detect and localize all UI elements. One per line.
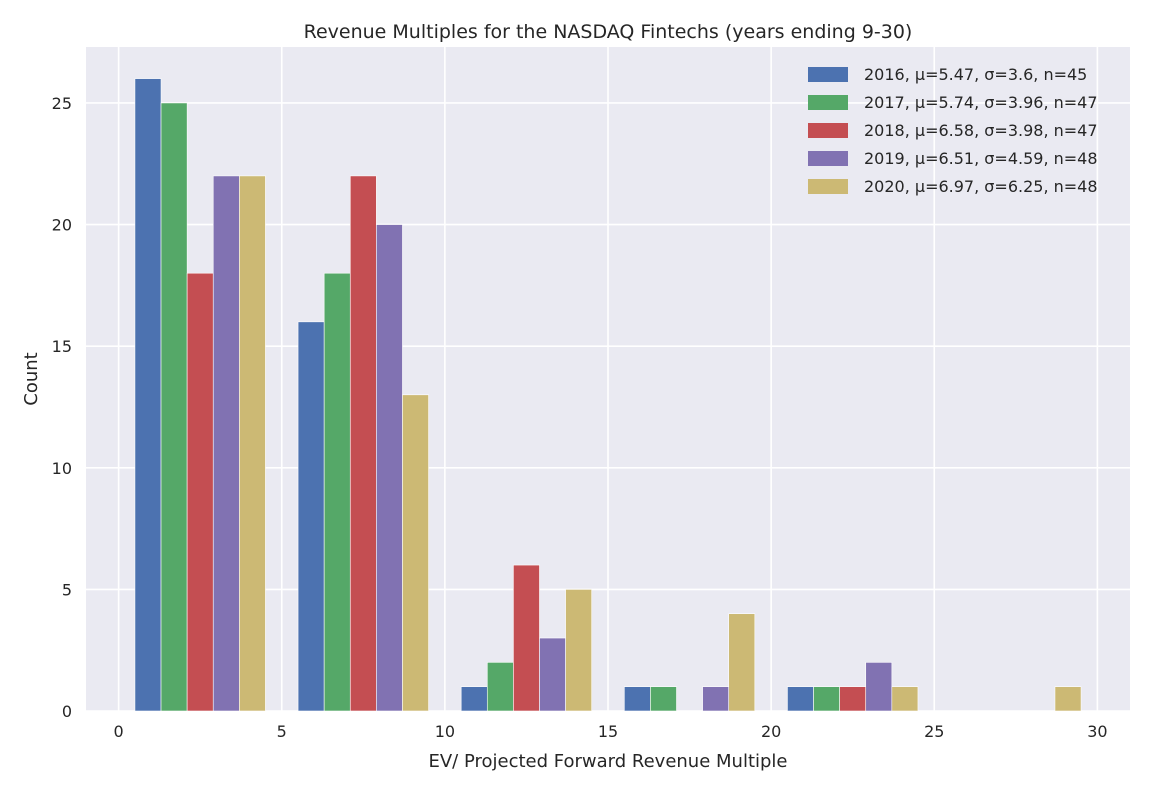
x-tick-label: 25 <box>924 722 944 741</box>
bar <box>624 686 651 712</box>
bar <box>376 224 403 712</box>
bar <box>402 394 429 712</box>
legend-swatch <box>808 123 848 138</box>
bar <box>891 686 919 712</box>
bar <box>702 686 730 712</box>
y-axis-label: Count <box>21 352 42 405</box>
x-tick-label: 20 <box>761 722 781 741</box>
bar <box>787 686 814 712</box>
legend-label: 2018, μ=6.58, σ=3.98, n=47 <box>864 121 1098 140</box>
tick-layer: 0 5 10 15 20 25 30 0 5 10 15 20 25 <box>52 94 1108 741</box>
bar <box>186 272 214 712</box>
bar <box>460 686 488 712</box>
legend-label: 2020, μ=6.97, σ=6.25, n=48 <box>864 177 1098 196</box>
legend-swatch <box>808 67 848 82</box>
bar <box>650 686 677 712</box>
bar <box>513 564 540 712</box>
x-tick-label: 5 <box>277 722 287 741</box>
x-tick-label: 10 <box>435 722 455 741</box>
bar <box>565 589 592 712</box>
bar <box>134 78 162 712</box>
bar <box>212 175 240 712</box>
y-tick-label: 20 <box>52 216 72 235</box>
legend-label: 2019, μ=6.51, σ=4.59, n=48 <box>864 149 1098 168</box>
y-tick-label: 5 <box>62 580 72 599</box>
legend-swatch <box>808 179 848 194</box>
legend-label: 2017, μ=5.74, σ=3.96, n=47 <box>864 93 1098 112</box>
bar <box>239 175 266 712</box>
bar <box>297 321 325 712</box>
chart-title: Revenue Multiples for the NASDAQ Fintech… <box>304 21 913 43</box>
x-tick-label: 30 <box>1087 722 1107 741</box>
bar <box>160 102 188 712</box>
bar <box>1054 686 1082 712</box>
x-tick-label: 15 <box>598 722 618 741</box>
legend-swatch <box>808 95 848 110</box>
bar <box>349 175 377 712</box>
bars-layer <box>134 78 1082 712</box>
bar <box>486 662 514 712</box>
y-tick-label: 0 <box>62 702 72 721</box>
bar <box>728 613 756 712</box>
y-tick-label: 10 <box>52 459 72 478</box>
bar <box>323 272 351 712</box>
x-tick-label: 0 <box>114 722 124 741</box>
y-tick-label: 25 <box>52 94 72 113</box>
bar <box>865 662 893 712</box>
bar <box>839 686 867 712</box>
bar <box>813 686 840 712</box>
y-tick-label: 15 <box>52 337 72 356</box>
legend-label: 2016, μ=5.47, σ=3.6, n=45 <box>864 65 1087 84</box>
x-axis-label: EV/ Projected Forward Revenue Multiple <box>429 751 788 772</box>
legend: 2016, μ=5.47, σ=3.6, n=45 2017, μ=5.74, σ… <box>808 65 1098 196</box>
bar <box>539 637 566 712</box>
legend-swatch <box>808 151 848 166</box>
